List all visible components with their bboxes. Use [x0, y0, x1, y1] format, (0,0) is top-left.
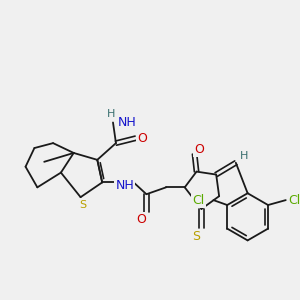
Text: H: H [107, 109, 115, 118]
Text: Cl: Cl [289, 194, 300, 207]
Text: NH: NH [116, 179, 134, 192]
Text: NH: NH [118, 116, 137, 129]
Text: S: S [79, 200, 86, 210]
Text: O: O [137, 132, 147, 145]
Text: O: O [136, 213, 146, 226]
Text: O: O [194, 142, 204, 155]
Text: S: S [193, 230, 200, 243]
Text: H: H [239, 151, 248, 161]
Text: Cl: Cl [192, 194, 205, 207]
